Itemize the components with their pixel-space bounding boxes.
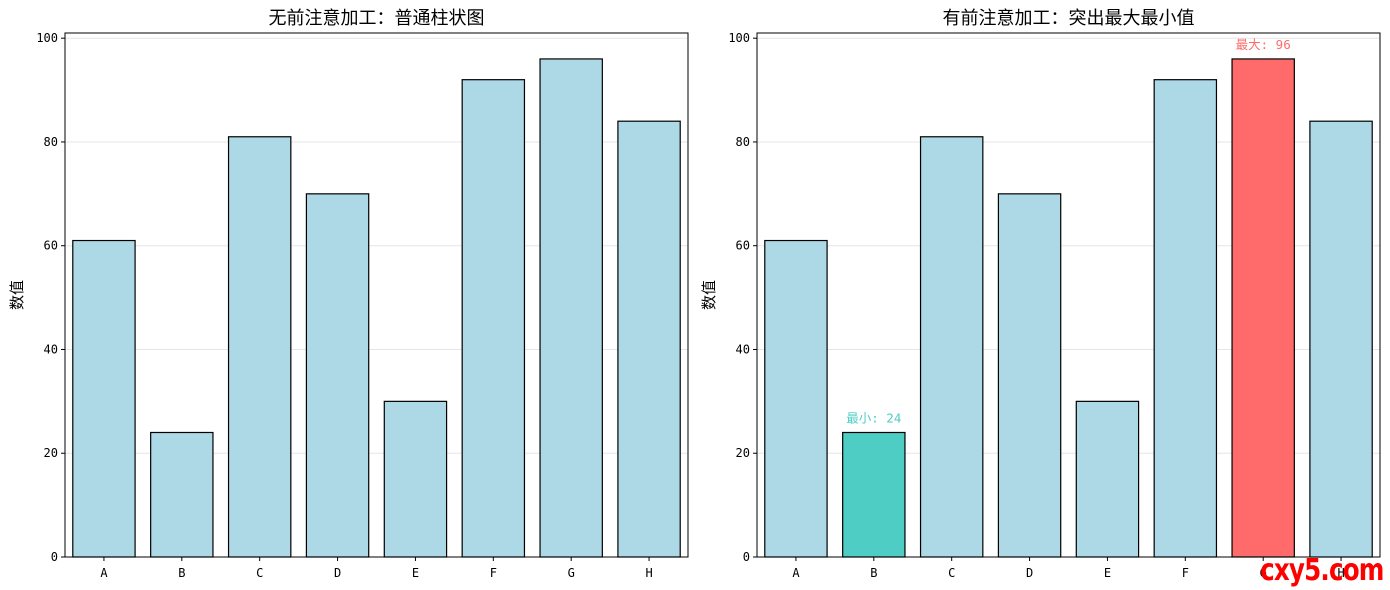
x-tick-label: C (256, 566, 263, 580)
y-tick-label: 20 (736, 446, 750, 460)
watermark-text: cxy5.com (1260, 553, 1384, 588)
y-tick-label: 20 (44, 446, 58, 460)
annotation-label: 最小: 24 (846, 410, 901, 425)
x-tick-label: F (490, 566, 497, 580)
bar-b (842, 431, 906, 558)
bar-d (997, 193, 1062, 558)
x-tick-label: B (178, 566, 185, 580)
x-tick-label: E (1104, 566, 1111, 580)
y-tick-label: 0 (51, 550, 58, 564)
x-tick-label: F (1182, 566, 1189, 580)
x-tick-label: A (100, 566, 108, 580)
bar-c (919, 136, 984, 558)
chart-title: 有前注意加工：突出最大最小值 (943, 8, 1195, 29)
bar-e (1075, 400, 1140, 558)
bar-h (1309, 120, 1373, 558)
y-axis-label: 数值 (8, 280, 26, 310)
y-tick-label: 80 (44, 135, 58, 149)
y-tick-label: 80 (736, 135, 750, 149)
bar-e (383, 400, 448, 558)
bar-a (72, 239, 136, 558)
bar-a (764, 239, 828, 558)
right-chart-panel: 0 20 40 60 80 100 A B C D E F G H 有前注意加工：突出最大最小值数值最小: … (700, 8, 1381, 580)
bar-h (617, 120, 681, 558)
x-tick-label: E (412, 566, 419, 580)
y-axis-label: 数值 (700, 280, 718, 310)
bar-b (150, 431, 214, 558)
bar-g (539, 58, 603, 558)
bar-g (1231, 58, 1295, 558)
y-tick-label: 0 (743, 550, 750, 564)
plot-frame (756, 32, 1381, 558)
bar-f (1153, 79, 1218, 558)
x-tick-label: G (568, 566, 575, 580)
y-tick-label: 100 (728, 31, 750, 45)
x-tick-label: D (334, 566, 341, 580)
y-tick-label: 100 (36, 31, 58, 45)
x-tick-label: B (870, 566, 877, 580)
bar-f (461, 79, 526, 558)
x-tick-label: H (645, 566, 652, 580)
annotation-label: 最大: 96 (1236, 37, 1291, 52)
plot-frame (64, 32, 689, 558)
x-tick-label: D (1026, 566, 1033, 580)
bar-d (305, 193, 370, 558)
y-tick-label: 40 (736, 342, 750, 356)
bar-c (227, 136, 292, 558)
y-tick-label: 60 (736, 239, 750, 253)
x-tick-label: A (792, 566, 800, 580)
y-tick-label: 40 (44, 342, 58, 356)
x-tick-label: H (1337, 566, 1344, 580)
x-tick-label: G (1260, 566, 1267, 580)
chart-title: 无前注意加工：普通柱状图 (269, 8, 485, 29)
y-tick-label: 60 (44, 239, 58, 253)
x-tick-label: C (948, 566, 955, 580)
